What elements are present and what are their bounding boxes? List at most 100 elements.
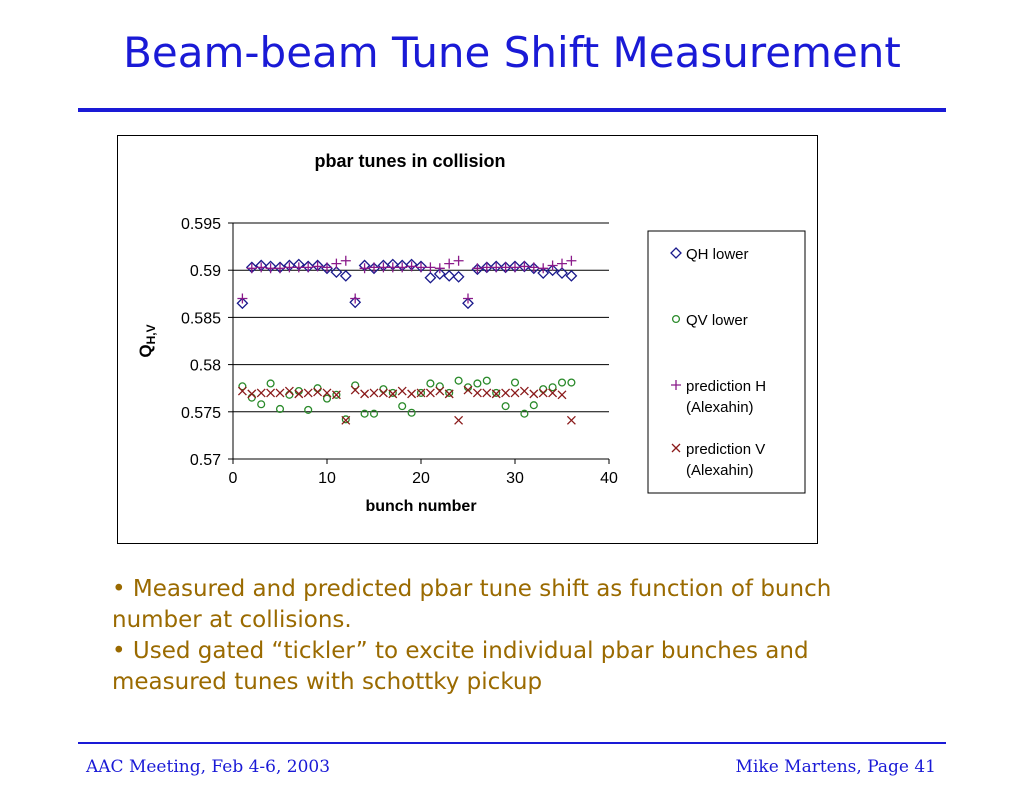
series-2-point-26 (481, 262, 492, 273)
series-2-point-27 (491, 262, 502, 273)
y-axis-label-main: Q (136, 344, 155, 357)
series-1-point-16 (388, 388, 397, 397)
x-tick-label-1: 10 (318, 470, 336, 487)
legend-label-0: QH lower (686, 246, 749, 263)
legend-label-3-line-1: (Alexahin) (686, 462, 754, 479)
series-3-point-17 (397, 386, 407, 396)
series-2-point-23 (453, 255, 464, 266)
series-3-point-23 (454, 415, 464, 425)
series-3-point-0 (237, 386, 247, 396)
series-3-point-1 (247, 389, 257, 399)
series-2-point-17 (397, 262, 408, 273)
series-3-point-14 (369, 388, 379, 398)
legend-marker-1 (671, 314, 681, 324)
legend-label-2-line-0: prediction H (686, 378, 766, 395)
series-1-point-26 (482, 376, 491, 385)
series-3-point-22 (444, 389, 454, 399)
series-2-point-13 (359, 263, 370, 274)
series-3-point-29 (510, 388, 520, 398)
bullet-1: • Measured and predicted pbar tune shift… (112, 576, 832, 633)
series-1-point-10 (332, 390, 341, 399)
series-0-point-33 (546, 264, 559, 277)
series-3-point-6 (294, 389, 304, 399)
series-2-point-14 (369, 262, 379, 273)
series-2-point-7 (303, 262, 314, 273)
series-1-point-34 (557, 378, 567, 387)
series-0-point-24 (462, 297, 474, 310)
legend-marker-0 (670, 247, 682, 259)
series-1-point-11 (341, 415, 350, 424)
series-1-point-20 (426, 379, 435, 388)
chart-title: pbar tunes in collision (314, 151, 505, 171)
series-2-point-35 (566, 255, 577, 266)
series-2-point-34 (557, 258, 567, 269)
series-3-point-24 (463, 385, 473, 395)
series-1-point-33 (548, 383, 557, 392)
series-3-point-33 (548, 388, 558, 398)
series-3-point-35 (566, 415, 576, 425)
series-3-point-11 (341, 415, 351, 425)
series-1-point-27 (492, 388, 501, 397)
series-2-point-6 (293, 262, 304, 273)
series-3-point-30 (519, 386, 529, 396)
series-2-point-28 (500, 262, 511, 273)
y-tick-label-5: 0.595 (181, 216, 221, 233)
series-2-point-19 (416, 262, 426, 273)
series-2-point-24 (463, 293, 473, 304)
series-1-point-7 (304, 405, 313, 414)
series-1-point-8 (313, 384, 322, 393)
series-1-point-32 (539, 385, 548, 394)
y-axis-label: QH,V (136, 324, 158, 357)
series-3-point-34 (557, 390, 567, 400)
series-1-point-19 (416, 388, 426, 397)
footer-page: Mike Martens, Page 41 (735, 757, 936, 777)
series-0-point-12 (349, 296, 362, 309)
series-3-point-5 (284, 386, 294, 396)
y-tick-label-4: 0.59 (190, 263, 221, 280)
series-2-point-25 (472, 263, 483, 274)
series-1-point-35 (567, 378, 576, 387)
series-2-point-3 (265, 263, 276, 274)
legend-marker-3 (671, 443, 681, 453)
series-2-point-20 (425, 262, 436, 273)
title-underline (78, 108, 946, 112)
y-tick-label-0: 0.57 (190, 452, 221, 469)
y-tick-label-1: 0.575 (181, 405, 221, 422)
x-axis-label: bunch number (365, 498, 476, 515)
series-1-point-5 (285, 390, 294, 399)
series-2-point-10 (331, 258, 342, 269)
series-0-point-22 (443, 269, 456, 282)
series-0-point-14 (368, 262, 380, 275)
y-tick-label-3: 0.585 (181, 310, 221, 327)
bullet-2: • Used gated “tickler” to excite individ… (112, 638, 809, 695)
series-0-point-9 (321, 262, 333, 275)
y-tick-label-2: 0.58 (190, 358, 221, 375)
series-3-point-21 (435, 386, 445, 396)
series-2-point-30 (519, 261, 530, 272)
series-3-point-31 (529, 389, 539, 399)
series-2-point-29 (510, 262, 520, 273)
series-3-point-20 (425, 388, 435, 398)
series-3-point-13 (360, 389, 370, 399)
series-3-point-25 (472, 388, 482, 398)
series-1-point-9 (322, 394, 332, 403)
series-0-point-34 (556, 267, 568, 279)
series-1-point-1 (247, 393, 256, 402)
series-2-point-16 (387, 262, 398, 273)
series-3-point-8 (313, 387, 323, 397)
legend-label-1: QV lower (686, 312, 748, 329)
series-3-point-28 (501, 388, 511, 398)
x-tick-label-4: 40 (600, 470, 618, 487)
series-1-point-15 (379, 385, 388, 394)
series-1-point-12 (351, 381, 360, 390)
series-1-point-14 (369, 409, 379, 418)
series-2-point-0 (237, 293, 248, 304)
series-2-point-15 (378, 262, 389, 273)
series-3-point-27 (491, 389, 501, 399)
series-0-point-25 (471, 263, 484, 276)
x-tick-label-2: 20 (412, 470, 430, 487)
bullet-list: • Measured and predicted pbar tune shift… (112, 574, 892, 698)
series-0-point-35 (565, 269, 578, 282)
series-2-point-9 (322, 262, 332, 273)
series-3-point-32 (538, 388, 548, 398)
